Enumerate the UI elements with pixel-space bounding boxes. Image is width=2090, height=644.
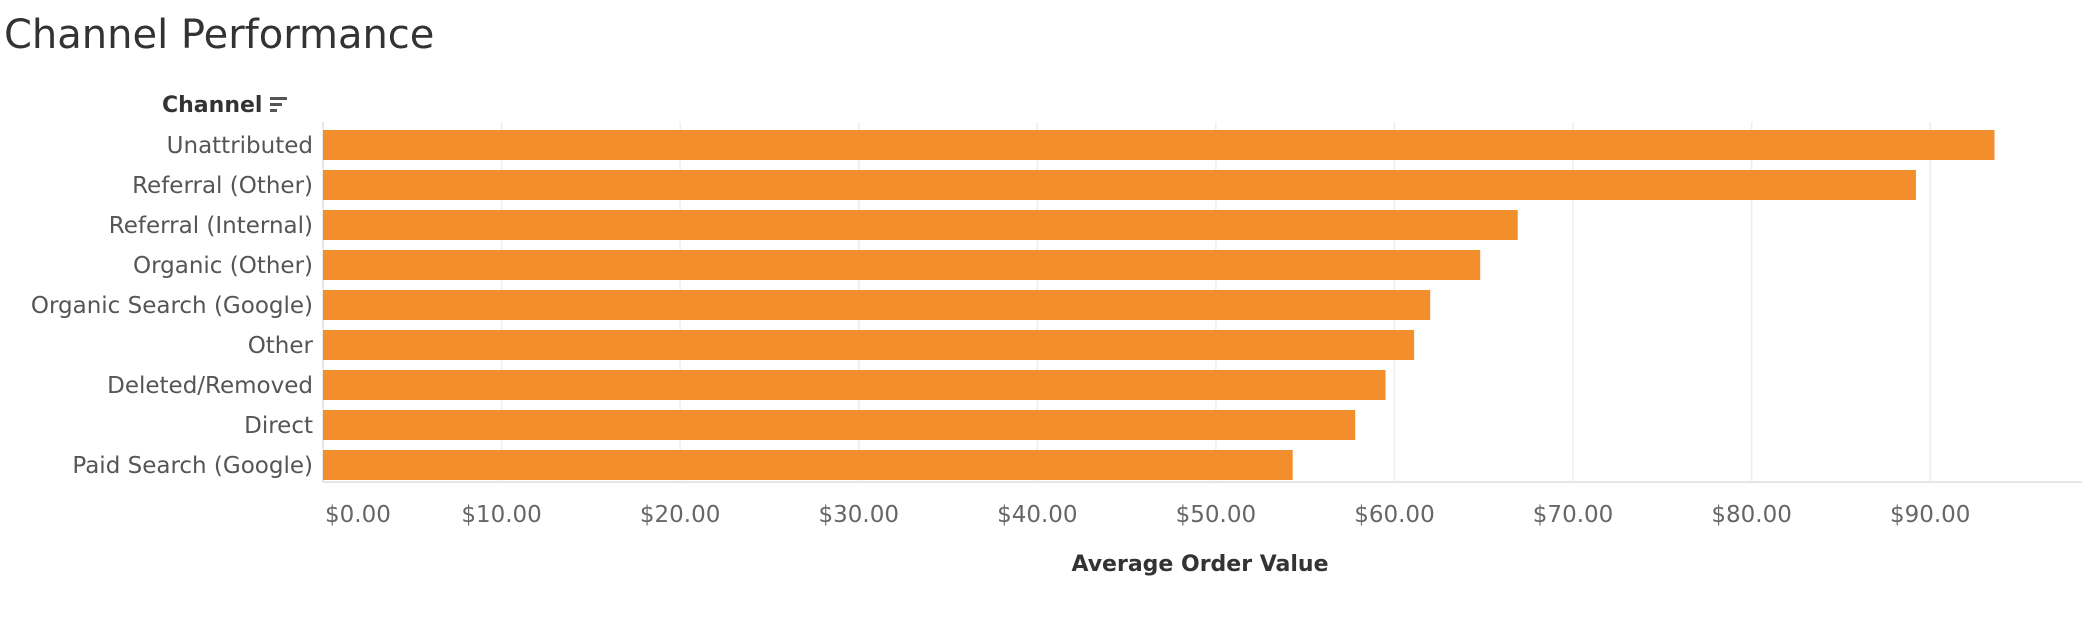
bar[interactable] xyxy=(323,130,1995,160)
page-title: Channel Performance xyxy=(4,12,435,58)
category-label: Organic Search (Google) xyxy=(31,293,313,319)
category-labels: Unattributed Referral (Other) Referral (In… xyxy=(31,133,314,479)
category-label: Referral (Internal) xyxy=(109,213,313,239)
tick-label: $0.00 xyxy=(325,502,391,528)
bar[interactable] xyxy=(323,450,1293,480)
x-axis-ticks: $0.00 $10.00 $20.00 $30.00 $40.00 $50.00 $60.0… xyxy=(325,502,1970,528)
tick-label: $60.00 xyxy=(1354,502,1434,528)
tick-label: $90.00 xyxy=(1890,502,1970,528)
category-label: Deleted/Removed xyxy=(107,373,313,399)
tick-label: $80.00 xyxy=(1711,502,1791,528)
sort-descending-icon[interactable] xyxy=(270,94,288,119)
tick-label: $70.00 xyxy=(1533,502,1613,528)
bar[interactable] xyxy=(323,250,1481,280)
category-label: Other xyxy=(248,333,314,359)
x-axis-title: Average Order Value xyxy=(1071,552,1328,577)
category-label: Unattributed xyxy=(167,133,313,159)
tick-label: $40.00 xyxy=(997,502,1077,528)
channel-header-label: Channel xyxy=(162,93,263,118)
tick-label: $10.00 xyxy=(461,502,541,528)
bar[interactable] xyxy=(323,410,1356,440)
bar[interactable] xyxy=(323,370,1386,400)
category-label: Organic (Other) xyxy=(133,253,313,279)
tick-label: $30.00 xyxy=(818,502,898,528)
bar[interactable] xyxy=(323,330,1415,360)
category-label: Paid Search (Google) xyxy=(72,453,313,479)
bar[interactable] xyxy=(323,170,1916,200)
bar[interactable] xyxy=(323,290,1431,320)
bar-layer xyxy=(323,130,1995,480)
category-label: Direct xyxy=(244,413,313,439)
channel-header[interactable]: Channel xyxy=(162,92,288,119)
bar[interactable] xyxy=(323,210,1518,240)
tick-label: $20.00 xyxy=(640,502,720,528)
category-label: Referral (Other) xyxy=(132,173,313,199)
tick-label: $50.00 xyxy=(1176,502,1256,528)
